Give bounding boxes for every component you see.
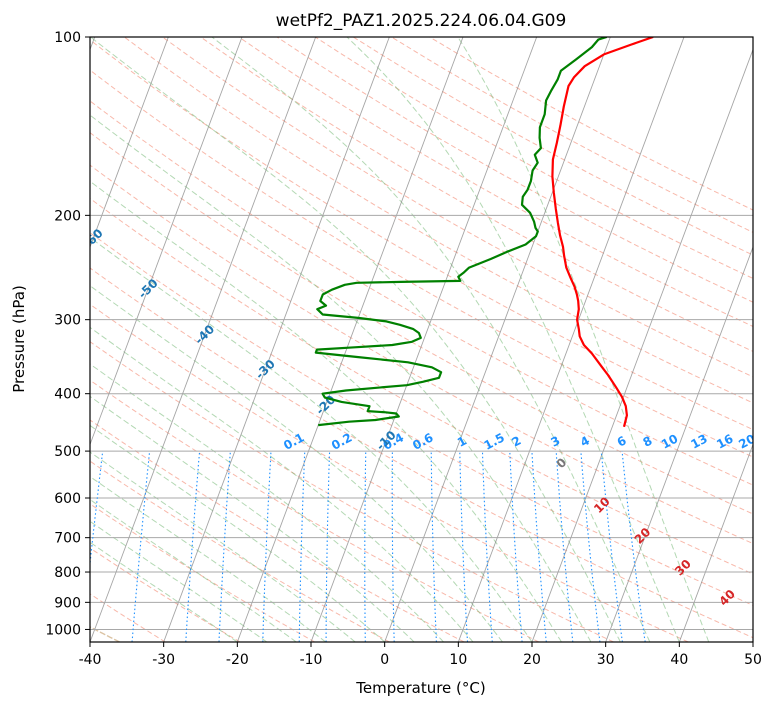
- moist-adiabat-line: [90, 114, 592, 642]
- moist-adiabat-line: [457, 37, 710, 642]
- dewpoint-profile-line: [314, 37, 608, 427]
- isotherm-line: [605, 245, 753, 642]
- y-tick-label: 300: [54, 313, 81, 329]
- x-tick-label: 30: [597, 652, 615, 668]
- isotherm-line: [457, 37, 685, 642]
- y-tick-label: 800: [54, 565, 81, 581]
- x-tick-label: 0: [380, 652, 389, 668]
- isotherm-line: [678, 443, 753, 642]
- dry-adiabat-line: [200, 37, 753, 352]
- mixing-ratio-label: 20: [736, 431, 757, 451]
- x-tick-label: -10: [300, 652, 323, 668]
- dry-adiabat-line: [90, 419, 465, 642]
- dry-adiabat-line: [90, 197, 753, 575]
- mixing-ratio-line: [131, 451, 151, 642]
- y-tick-label: 700: [54, 531, 81, 547]
- x-tick-label: 50: [744, 652, 762, 668]
- dry-adiabat-line: [90, 232, 753, 606]
- dry-adiabat-line: [90, 100, 753, 486]
- axes-layer: -40 -30 -20 -10 0 10 20 30 40 50 100 200 300 400 500 60…: [45, 30, 762, 668]
- isotherm-line: [163, 37, 390, 642]
- dry-adiabat-line: [353, 37, 753, 256]
- x-tick-label: 20: [523, 652, 541, 668]
- dry-adiabat-line: [90, 164, 753, 545]
- mixing-ratio-line: [621, 451, 646, 642]
- moist-adiabat-line: [90, 451, 356, 642]
- moist-adiabat-line: [90, 180, 562, 642]
- moist-adiabat-line: [90, 424, 386, 642]
- y-tick-label: 100: [54, 30, 81, 46]
- moist-adiabat-line: [90, 326, 474, 642]
- moist-adiabat-line: [90, 285, 503, 642]
- dry-adiabat-line: [238, 37, 753, 328]
- moist-adiabat-line: [90, 541, 238, 642]
- isotherm-line: [90, 37, 169, 249]
- chart-title: wetPf2_PAZ1.2025.224.06.04.G09: [276, 11, 567, 31]
- plot-background: [90, 37, 753, 642]
- moist-adiabat-line: [90, 395, 415, 642]
- moist-adiabat-line: [211, 37, 651, 642]
- mixing-ratio-line: [555, 451, 574, 642]
- x-axis-title: Temperature (°C): [355, 679, 485, 697]
- x-tick-label: 10: [449, 652, 467, 668]
- isotherm-line: [310, 37, 538, 642]
- dry-adiabat-line: [90, 132, 753, 515]
- mixing-ratio-line: [90, 451, 104, 569]
- mixing-ratio-line: [600, 451, 623, 642]
- x-tick-label: -30: [152, 652, 175, 668]
- y-tick-label: 1000: [45, 622, 81, 638]
- x-tick-label: -40: [79, 652, 102, 668]
- dry-adiabat-line: [314, 37, 753, 280]
- moist-adiabat-line: [90, 363, 444, 642]
- isotherm-line: [236, 37, 464, 642]
- isotherm-line: [90, 37, 243, 446]
- moist-adiabat-line: [90, 498, 297, 642]
- isotherm-line: [384, 37, 611, 642]
- isotherm-line: [531, 48, 753, 642]
- mixing-ratio-label: 16: [714, 431, 735, 451]
- background-lines-layer: [90, 37, 753, 642]
- profile-lines-layer: [314, 37, 654, 428]
- isotherm-line: [90, 37, 317, 642]
- x-tick-label: 40: [670, 652, 688, 668]
- y-axis-title: Pressure (hPa): [10, 285, 28, 393]
- moist-adiabat-line: [90, 520, 268, 642]
- temperature-profile-line: [551, 37, 654, 428]
- moist-adiabat-line: [90, 236, 533, 642]
- dry-adiabat-line: [90, 503, 315, 642]
- mixing-ratio-label: 13: [688, 431, 709, 451]
- dry-adiabat-line: [90, 303, 689, 642]
- y-tick-label: 900: [54, 595, 81, 611]
- plot-frame: [89, 36, 754, 643]
- dry-adiabat-line: [90, 39, 753, 431]
- mixing-ratio-line: [580, 451, 601, 642]
- dry-adiabat-line: [90, 69, 753, 458]
- y-tick-label: 400: [54, 387, 81, 403]
- mixing-ratio-label: 10: [659, 431, 680, 451]
- y-tick-label: 500: [54, 444, 81, 460]
- y-tick-label: 200: [54, 208, 81, 224]
- dry-adiabat-line: [124, 37, 753, 404]
- dry-adiabat-line: [90, 460, 390, 642]
- moist-adiabat-line: [346, 37, 680, 642]
- y-tick-label: 600: [54, 491, 81, 507]
- x-tick-label: -20: [226, 652, 249, 668]
- mixing-ratio-line: [531, 451, 547, 642]
- dry-adiabat-line: [90, 379, 540, 642]
- dry-adiabat-line: [90, 341, 614, 642]
